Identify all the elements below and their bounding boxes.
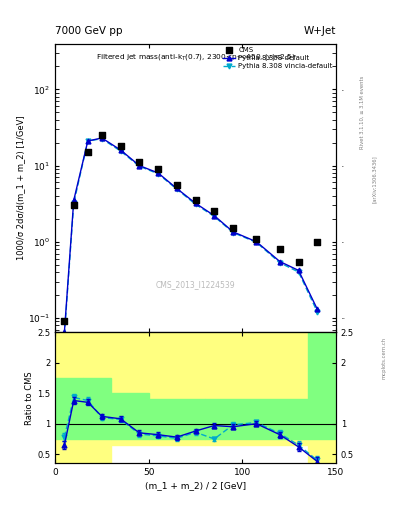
- CMS: [230, 224, 236, 232]
- Pythia 8.308 default: [174, 185, 179, 191]
- Pythia 8.308 default: [212, 212, 217, 219]
- Pythia 8.308 default: [315, 306, 320, 312]
- Bar: [55, 332, 83, 463]
- Bar: [308, 332, 336, 439]
- Pythia 8.308 default: [231, 229, 235, 235]
- Pythia 8.308 vincia-default: [277, 260, 282, 266]
- Legend: CMS, Pythia 8.308 default, Pythia 8.308 vincia-default: CMS, Pythia 8.308 default, Pythia 8.308 …: [222, 46, 334, 71]
- Bar: [83, 378, 111, 439]
- Text: [arXiv:1306.3436]: [arXiv:1306.3436]: [371, 155, 376, 203]
- CMS: [118, 142, 124, 150]
- Pythia 8.308 vincia-default: [315, 309, 320, 315]
- CMS: [211, 207, 217, 216]
- Pythia 8.308 vincia-default: [212, 214, 217, 220]
- Pythia 8.308 vincia-default: [85, 138, 90, 144]
- Pythia 8.308 vincia-default: [156, 170, 160, 177]
- CMS: [277, 245, 283, 253]
- CMS: [253, 234, 259, 243]
- Bar: [83, 332, 111, 463]
- Pythia 8.308 default: [254, 239, 259, 245]
- Pythia 8.308 default: [72, 197, 76, 203]
- CMS: [314, 238, 320, 246]
- CMS: [99, 131, 105, 139]
- Pythia 8.308 vincia-default: [137, 163, 142, 169]
- Bar: [308, 332, 336, 463]
- Text: Filtered jet mass(anti-k$_T$(0.7), 2300<p$_T$<450, |y|<2.5): Filtered jet mass(anti-k$_T$(0.7), 2300<…: [96, 52, 295, 63]
- Bar: [149, 332, 205, 445]
- Y-axis label: 1000/σ 2dσ/d(m_1 + m_2) [1/GeV]: 1000/σ 2dσ/d(m_1 + m_2) [1/GeV]: [16, 116, 25, 260]
- Pythia 8.308 default: [99, 135, 104, 141]
- Line: Pythia 8.308 vincia-default: Pythia 8.308 vincia-default: [62, 136, 320, 337]
- Text: CMS_2013_I1224539: CMS_2013_I1224539: [156, 280, 235, 289]
- Pythia 8.308 vincia-default: [296, 269, 301, 275]
- Text: Rivet 3.1.10, ≥ 3.1M events: Rivet 3.1.10, ≥ 3.1M events: [360, 76, 365, 150]
- Text: mcplots.cern.ch: mcplots.cern.ch: [381, 337, 386, 379]
- Pythia 8.308 vincia-default: [231, 229, 235, 236]
- Pythia 8.308 vincia-default: [174, 186, 179, 192]
- Pythia 8.308 default: [62, 329, 67, 335]
- Bar: [205, 399, 308, 439]
- Pythia 8.308 vincia-default: [254, 239, 259, 245]
- Bar: [55, 378, 83, 439]
- Y-axis label: Ratio to CMS: Ratio to CMS: [25, 371, 34, 424]
- Bar: [205, 332, 308, 445]
- Pythia 8.308 vincia-default: [62, 332, 67, 338]
- Text: W+Jet: W+Jet: [304, 26, 336, 36]
- CMS: [193, 196, 199, 204]
- CMS: [155, 165, 161, 173]
- Text: 7000 GeV pp: 7000 GeV pp: [55, 26, 123, 36]
- Pythia 8.308 vincia-default: [193, 201, 198, 207]
- CMS: [136, 158, 143, 166]
- Pythia 8.308 vincia-default: [118, 148, 123, 154]
- Line: Pythia 8.308 default: Pythia 8.308 default: [62, 136, 320, 334]
- CMS: [84, 148, 91, 156]
- CMS: [174, 181, 180, 189]
- Bar: [149, 399, 205, 439]
- Pythia 8.308 default: [277, 259, 282, 265]
- Pythia 8.308 default: [156, 170, 160, 176]
- Pythia 8.308 default: [85, 138, 90, 144]
- Pythia 8.308 default: [296, 267, 301, 273]
- Bar: [111, 393, 149, 439]
- Bar: [111, 332, 149, 445]
- X-axis label: (m_1 + m_2) / 2 [GeV]: (m_1 + m_2) / 2 [GeV]: [145, 481, 246, 490]
- Pythia 8.308 vincia-default: [99, 136, 104, 142]
- CMS: [61, 317, 68, 326]
- Pythia 8.308 default: [137, 162, 142, 168]
- CMS: [296, 258, 302, 266]
- CMS: [71, 201, 77, 209]
- Pythia 8.308 default: [193, 200, 198, 206]
- Pythia 8.308 default: [118, 147, 123, 153]
- Pythia 8.308 vincia-default: [72, 200, 76, 206]
